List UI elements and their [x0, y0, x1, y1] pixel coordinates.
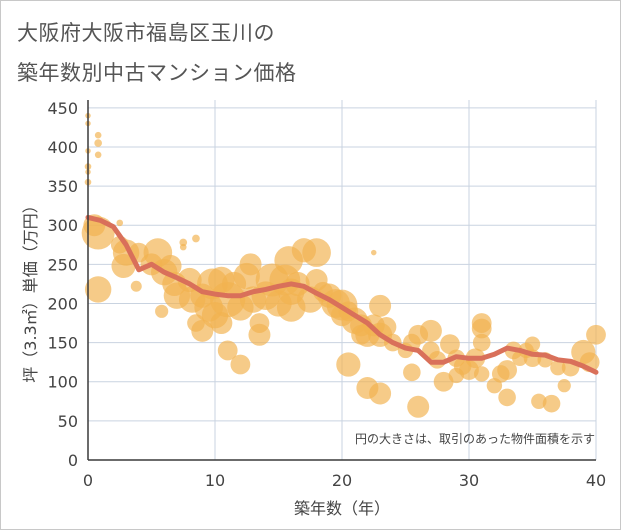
- y-tick-label: 300: [47, 216, 78, 235]
- data-bubble: [497, 360, 517, 380]
- data-bubble: [433, 371, 454, 392]
- x-tick-label: 10: [205, 471, 225, 490]
- data-bubble: [248, 323, 271, 346]
- data-bubble: [542, 394, 561, 413]
- data-bubble: [376, 317, 397, 337]
- x-tick-label: 40: [586, 471, 606, 490]
- data-bubble: [369, 382, 392, 405]
- y-tick-label: 350: [47, 177, 78, 196]
- annotation-note: 円の大きさは、取引のあった物件面積を示す: [355, 431, 595, 446]
- axes: [87, 100, 596, 461]
- data-bubble: [531, 393, 547, 410]
- y-tick-label: 250: [47, 255, 78, 274]
- data-bubble: [94, 139, 103, 147]
- data-bubble: [371, 249, 377, 256]
- y-tick-label: 150: [47, 334, 78, 353]
- bubbles: [81, 112, 606, 418]
- y-tick-label: 450: [47, 99, 78, 118]
- data-bubble: [586, 324, 606, 345]
- x-tick-label: 20: [332, 471, 352, 490]
- data-bubble: [239, 253, 262, 276]
- data-bubble: [230, 354, 251, 375]
- data-bubble: [84, 276, 112, 303]
- data-bubble: [550, 359, 566, 376]
- data-bubble: [192, 234, 200, 243]
- data-bubble: [407, 395, 430, 418]
- y-tick-label: 50: [58, 412, 78, 431]
- tick-labels: 0 50 100 150 200 250 300 350 400 450 0 10 20 30 40: [47, 99, 606, 490]
- data-bubble: [369, 294, 392, 317]
- data-bubble: [302, 238, 331, 267]
- data-bubble: [94, 131, 102, 139]
- data-bubble: [116, 219, 124, 227]
- data-bubble: [336, 352, 361, 377]
- data-bubble: [419, 319, 442, 342]
- y-tick-label: 0: [68, 451, 78, 470]
- data-bubble: [130, 280, 142, 292]
- data-bubble: [179, 243, 187, 251]
- y-tick-label: 100: [47, 373, 78, 392]
- data-bubble: [94, 151, 102, 159]
- data-bubble: [179, 238, 188, 247]
- data-bubble: [217, 340, 238, 361]
- data-bubble: [111, 253, 136, 279]
- data-bubble: [155, 304, 169, 318]
- data-bubble: [524, 336, 541, 352]
- chart-title-line1: 大阪府大阪市福島区玉川の: [17, 21, 275, 45]
- data-bubble: [472, 333, 491, 352]
- y-axis-label: 坪（3.3㎡）単価（万円）: [21, 197, 40, 382]
- data-bubble: [210, 312, 233, 335]
- trend-line-group: [85, 214, 599, 375]
- data-bubble: [440, 334, 460, 355]
- y-tick-label: 400: [47, 138, 78, 157]
- x-axis-label: 築年数（年）: [294, 499, 390, 518]
- data-bubble: [471, 318, 492, 339]
- chart-title-line2: 築年数別中古マンション価格: [17, 61, 297, 85]
- x-tick-label: 0: [83, 471, 93, 490]
- x-tick-label: 30: [459, 471, 479, 490]
- data-bubble: [403, 363, 421, 382]
- data-bubble: [498, 388, 516, 407]
- data-bubble: [557, 379, 571, 393]
- trend-line: [85, 214, 599, 375]
- data-bubble: [474, 366, 490, 382]
- y-tick-label: 200: [47, 294, 78, 313]
